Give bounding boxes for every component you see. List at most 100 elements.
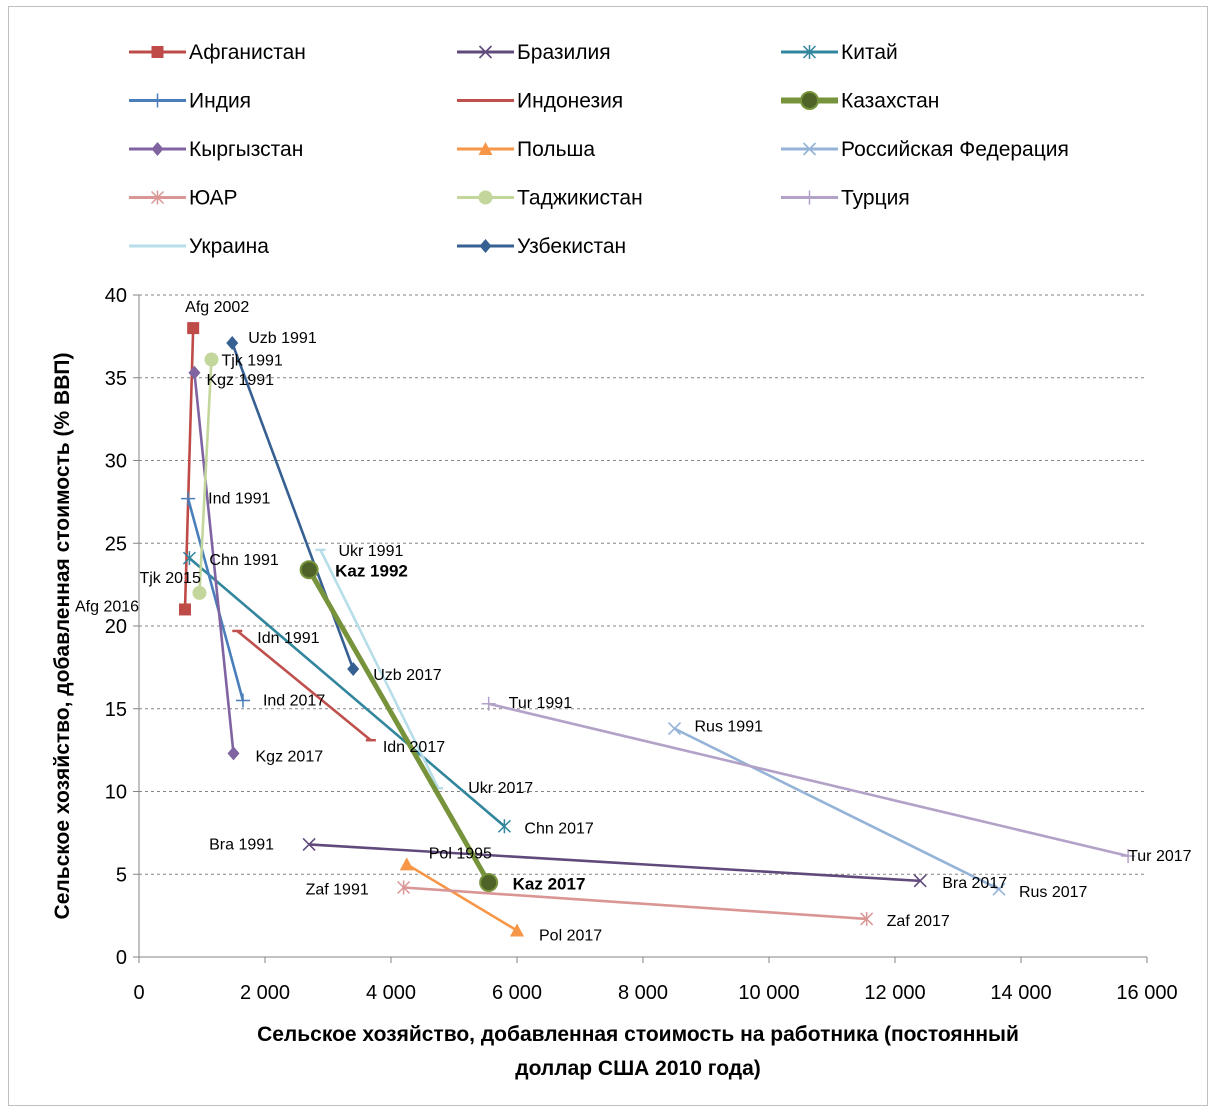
x-tick-label: 2 000 (240, 982, 290, 1004)
legend-label: Казахстан (841, 90, 939, 113)
legend-label: Турция (841, 187, 910, 210)
point-labels: Afg 2002 Afg 2016 Bra 1991 Bra 2017 Chn 1991… (75, 299, 1192, 944)
point-label: Afg 2002 (185, 299, 249, 316)
data-point (347, 662, 360, 677)
legend-label: Индонезия (517, 90, 623, 113)
y-tick-label: 30 (105, 451, 127, 473)
x-tick-label: 8 000 (618, 982, 668, 1004)
chart-area: Афганистан Бразилия Китай Индия Индонезия Каз… (8, 6, 1208, 1106)
legend-item: Казахстан (781, 90, 939, 113)
legend-marker (802, 190, 817, 205)
point-label: Uzb 1991 (248, 330, 317, 347)
data-point (397, 880, 411, 895)
x-axis-title-line-2: доллар США 2010 года) (515, 1057, 761, 1080)
series-7 (399, 857, 524, 937)
data-point (299, 560, 319, 580)
data-point (188, 365, 201, 380)
series-8 (667, 722, 1006, 896)
point-label: Afg 2016 (75, 598, 139, 615)
series-line (236, 629, 372, 742)
y-tick-label: 20 (105, 616, 127, 638)
legend-marker (478, 142, 493, 155)
y-tick-label: 35 (105, 368, 127, 390)
legend-item: Польша (457, 138, 595, 161)
data-point (667, 722, 682, 736)
legend-item: Бразилия (457, 41, 611, 64)
y-tick-label: 40 (105, 285, 127, 307)
legend-item: ЮАР (129, 187, 238, 210)
series-line (193, 372, 235, 754)
legend-marker (800, 91, 819, 110)
x-tick-label: 14 000 (990, 982, 1051, 1004)
point-label: Idn 2017 (383, 739, 445, 756)
x-tick-label: 12 000 (864, 982, 925, 1004)
series-0 (178, 322, 200, 616)
legend-marker (802, 45, 817, 59)
legend-item: Кыргызстан (129, 138, 303, 161)
series-line (406, 863, 518, 932)
point-label: Bra 1991 (209, 836, 274, 853)
series-line (188, 557, 506, 828)
x-tick-label: 16 000 (1116, 982, 1177, 1004)
point-label: Zaf 2017 (887, 913, 950, 930)
series-10 (192, 352, 219, 600)
legend-marker (479, 239, 492, 253)
legend-item: Китай (781, 41, 898, 64)
legend-item: Узбекистан (457, 235, 626, 258)
point-label: Rus 1991 (695, 719, 764, 736)
legend-item: Турция (781, 187, 910, 210)
series-line (309, 843, 921, 883)
legend-label: Польша (517, 138, 595, 161)
point-label: Ukr 2017 (468, 780, 533, 797)
series-1 (302, 837, 927, 888)
x-tick-label: 6 000 (492, 982, 542, 1004)
series-line (319, 549, 440, 789)
point-label: Tur 2017 (1128, 848, 1192, 865)
legend-marker (151, 46, 164, 58)
legend-item: Украина (129, 235, 269, 258)
data-point (1121, 849, 1136, 864)
point-label: Ukr 1991 (338, 543, 403, 560)
point-label: Kgz 1991 (206, 372, 274, 389)
axes (133, 294, 1148, 963)
legend-marker (478, 190, 493, 205)
legend: Афганистан Бразилия Китай Индия Индонезия Каз… (129, 41, 1069, 258)
data-point (510, 923, 524, 937)
legend-label: Китай (841, 41, 898, 64)
data-point (204, 352, 219, 367)
legend-label: Украина (189, 235, 269, 258)
legend-item: Индонезия (457, 90, 623, 113)
point-label: Kaz 2017 (513, 875, 586, 894)
point-label: Kaz 1992 (335, 562, 408, 581)
legend-item: Афганистан (129, 41, 306, 64)
y-tick-label: 5 (116, 864, 127, 886)
series-line (673, 727, 1000, 891)
x-axis-title-line-1: Сельское хозяйство, добавленная стоимост… (257, 1023, 1019, 1046)
point-label: Chn 1991 (209, 552, 278, 569)
series-line (186, 498, 245, 701)
point-label: Tjk 1991 (221, 353, 282, 370)
y-tick-label: 15 (105, 699, 127, 721)
legend-item: Индия (129, 90, 251, 113)
legend-label: Кыргызстан (189, 138, 303, 161)
series-6 (188, 365, 240, 761)
x-tick-label: 0 (133, 982, 144, 1004)
data-point (226, 335, 239, 350)
series-5 (299, 560, 499, 893)
point-label: Ind 2017 (263, 692, 325, 709)
y-tick-label: 0 (116, 947, 127, 969)
legend-label: Афганистан (189, 41, 306, 64)
legend-marker (478, 45, 493, 59)
data-point (235, 693, 250, 708)
scatter-chart: Афганистан Бразилия Китай Индия Индонезия Каз… (51, 41, 1192, 1080)
legend-item: Таджикистан (457, 187, 643, 210)
data-point (860, 911, 874, 926)
x-tick-label: 10 000 (738, 982, 799, 1004)
series-line (198, 359, 213, 593)
y-tick-label: 10 (105, 782, 127, 804)
grid-lines: 0 5 10 15 20 25 30 35 40 0 2 000 4 000 6 000 8 000 10 … (105, 285, 1178, 1004)
point-label: Zaf 1991 (306, 881, 369, 898)
legend-label: Узбекистан (517, 235, 626, 258)
data-point (479, 873, 499, 893)
point-label: Tur 1991 (509, 695, 573, 712)
